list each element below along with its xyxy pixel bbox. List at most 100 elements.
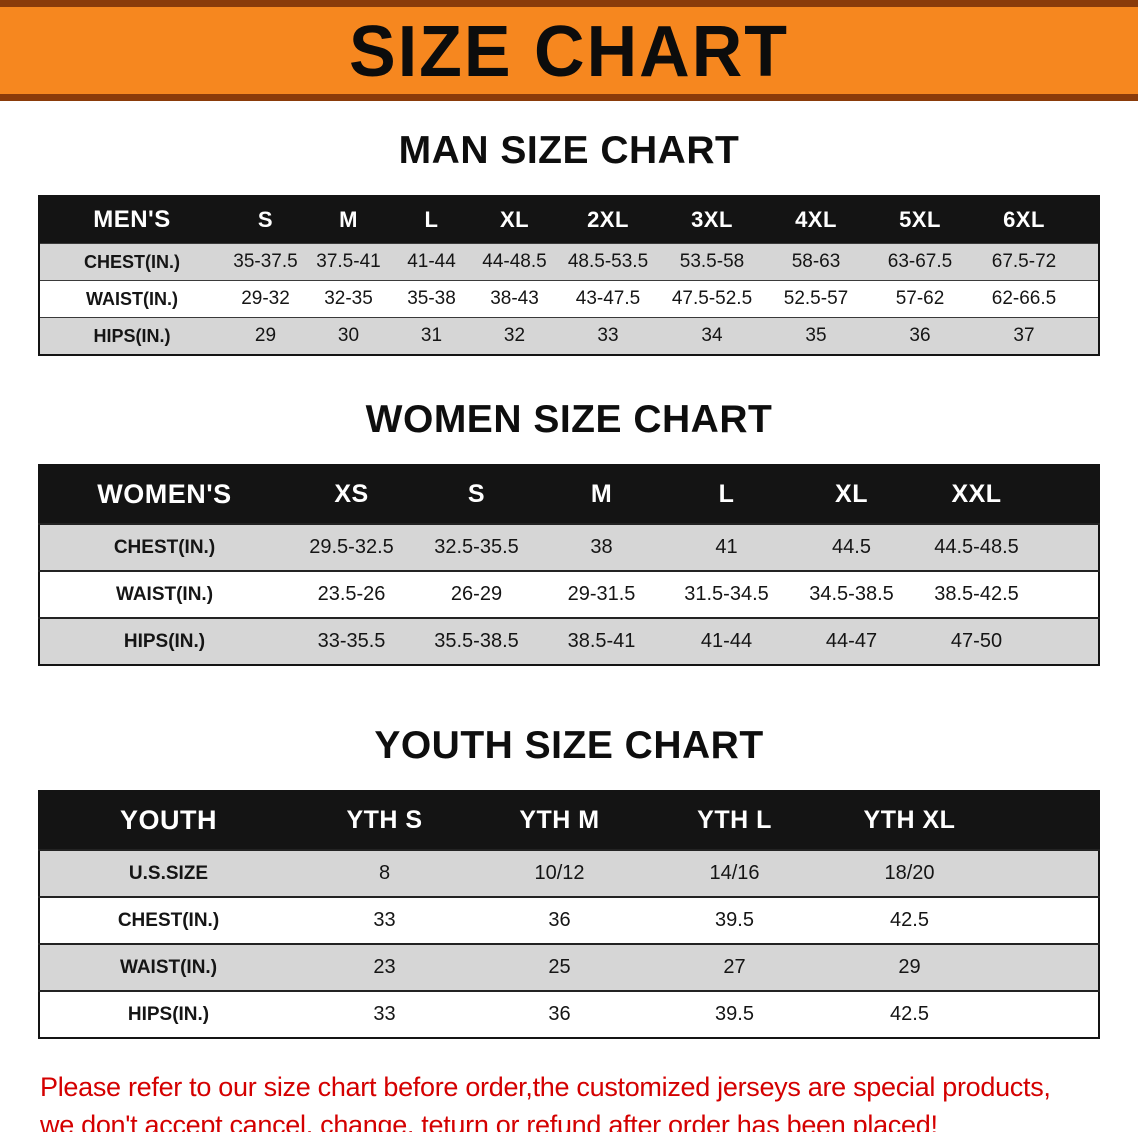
size-value-cell: 34 [660, 317, 764, 355]
spacer-cell [1039, 617, 1099, 665]
men-col-s: S [224, 196, 307, 244]
women-col-xxl: XXL [914, 465, 1039, 524]
women-col-s: S [414, 465, 539, 524]
banner: SIZE CHART [0, 0, 1138, 101]
size-value-cell: 42.5 [822, 990, 997, 1038]
size-value-cell: 10/12 [472, 849, 647, 897]
row-label: WAIST(IN.) [39, 570, 289, 618]
size-value-cell: 31.5-34.5 [664, 570, 789, 618]
spacer-cell [997, 849, 1099, 897]
women-table-title: WOMEN'S [39, 465, 289, 524]
spacer-cell [1076, 317, 1099, 355]
size-value-cell: 67.5-72 [972, 243, 1076, 281]
row-label: WAIST(IN.) [39, 943, 297, 991]
size-value-cell: 58-63 [764, 243, 868, 281]
spacer-cell [997, 990, 1099, 1038]
youth-size-table: YOUTH YTH S YTH M YTH L YTH XL U.S.SIZE … [38, 790, 1100, 1039]
size-value-cell: 47-50 [914, 617, 1039, 665]
men-col-6xl: 6XL [972, 196, 1076, 244]
women-size-table: WOMEN'S XS S M L XL XXL CHEST(IN.) 29.5-… [38, 464, 1100, 666]
size-value-cell: 44.5 [789, 523, 914, 571]
women-waist-row: WAIST(IN.) 23.5-26 26-29 29-31.5 31.5-34… [39, 570, 1099, 618]
size-value-cell: 44-47 [789, 617, 914, 665]
row-label: HIPS(IN.) [39, 617, 289, 665]
size-value-cell: 44.5-48.5 [914, 523, 1039, 571]
size-value-cell: 33 [297, 990, 472, 1038]
size-value-cell: 36 [868, 317, 972, 355]
men-col-3xl: 3XL [660, 196, 764, 244]
size-value-cell: 27 [647, 943, 822, 991]
row-label: U.S.SIZE [39, 849, 297, 897]
spacer-cell [1039, 570, 1099, 618]
row-label: CHEST(IN.) [39, 243, 224, 281]
men-chest-row: CHEST(IN.) 35-37.5 37.5-41 41-44 44-48.5… [39, 243, 1099, 281]
men-col-5xl: 5XL [868, 196, 972, 244]
disclaimer-line-2: we don't accept cancel, change, teturn o… [40, 1109, 938, 1132]
men-col-l: L [390, 196, 473, 244]
size-value-cell: 29-31.5 [539, 570, 664, 618]
spacer-cell [1039, 523, 1099, 571]
row-label: HIPS(IN.) [39, 317, 224, 355]
size-value-cell: 26-29 [414, 570, 539, 618]
size-value-cell: 23 [297, 943, 472, 991]
size-value-cell: 47.5-52.5 [660, 280, 764, 318]
men-header-row: MEN'S S M L XL 2XL 3XL 4XL 5XL 6XL [39, 196, 1099, 244]
women-header-row: WOMEN'S XS S M L XL XXL [39, 465, 1099, 524]
women-col-l: L [664, 465, 789, 524]
women-col-xs: XS [289, 465, 414, 524]
youth-chest-row: CHEST(IN.) 33 36 39.5 42.5 [39, 896, 1099, 944]
page-title: SIZE CHART [349, 9, 789, 92]
women-hips-row: HIPS(IN.) 33-35.5 35.5-38.5 38.5-41 41-4… [39, 617, 1099, 665]
men-table-title: MEN'S [39, 196, 224, 244]
size-value-cell: 38.5-41 [539, 617, 664, 665]
size-value-cell: 39.5 [647, 990, 822, 1038]
youth-col-s: YTH S [297, 791, 472, 850]
size-value-cell: 32-35 [307, 280, 390, 318]
size-value-cell: 14/16 [647, 849, 822, 897]
size-value-cell: 57-62 [868, 280, 972, 318]
size-value-cell: 18/20 [822, 849, 997, 897]
youth-section-heading: YOUTH SIZE CHART [374, 724, 764, 767]
size-value-cell: 43-47.5 [556, 280, 660, 318]
size-value-cell: 29-32 [224, 280, 307, 318]
size-value-cell: 33 [556, 317, 660, 355]
row-label: CHEST(IN.) [39, 896, 297, 944]
men-hips-row: HIPS(IN.) 29 30 31 32 33 34 35 36 37 [39, 317, 1099, 355]
youth-col-l: YTH L [647, 791, 822, 850]
size-value-cell: 41-44 [664, 617, 789, 665]
size-value-cell: 52.5-57 [764, 280, 868, 318]
spacer-cell [997, 943, 1099, 991]
size-value-cell: 23.5-26 [289, 570, 414, 618]
size-value-cell: 8 [297, 849, 472, 897]
size-value-cell: 33-35.5 [289, 617, 414, 665]
size-value-cell: 38-43 [473, 280, 556, 318]
size-value-cell: 41-44 [390, 243, 473, 281]
size-value-cell: 36 [472, 990, 647, 1038]
size-value-cell: 30 [307, 317, 390, 355]
size-value-cell: 38.5-42.5 [914, 570, 1039, 618]
women-chest-row: CHEST(IN.) 29.5-32.5 32.5-35.5 38 41 44.… [39, 523, 1099, 571]
spacer-cell [1076, 280, 1099, 318]
size-value-cell: 48.5-53.5 [556, 243, 660, 281]
disclaimer-line-1: Please refer to our size chart before or… [40, 1072, 1051, 1102]
size-value-cell: 34.5-38.5 [789, 570, 914, 618]
size-value-cell: 36 [472, 896, 647, 944]
youth-ussize-row: U.S.SIZE 8 10/12 14/16 18/20 [39, 849, 1099, 897]
spacer-cell [1076, 196, 1099, 244]
men-col-2xl: 2XL [556, 196, 660, 244]
size-value-cell: 63-67.5 [868, 243, 972, 281]
size-value-cell: 39.5 [647, 896, 822, 944]
size-value-cell: 44-48.5 [473, 243, 556, 281]
size-value-cell: 37.5-41 [307, 243, 390, 281]
women-section-heading: WOMEN SIZE CHART [365, 398, 773, 441]
men-waist-row: WAIST(IN.) 29-32 32-35 35-38 38-43 43-47… [39, 280, 1099, 318]
youth-table-title: YOUTH [39, 791, 297, 850]
men-col-m: M [307, 196, 390, 244]
size-value-cell: 29.5-32.5 [289, 523, 414, 571]
youth-header-row: YOUTH YTH S YTH M YTH L YTH XL [39, 791, 1099, 850]
youth-waist-row: WAIST(IN.) 23 25 27 29 [39, 943, 1099, 991]
row-label: CHEST(IN.) [39, 523, 289, 571]
size-value-cell: 32.5-35.5 [414, 523, 539, 571]
size-value-cell: 53.5-58 [660, 243, 764, 281]
